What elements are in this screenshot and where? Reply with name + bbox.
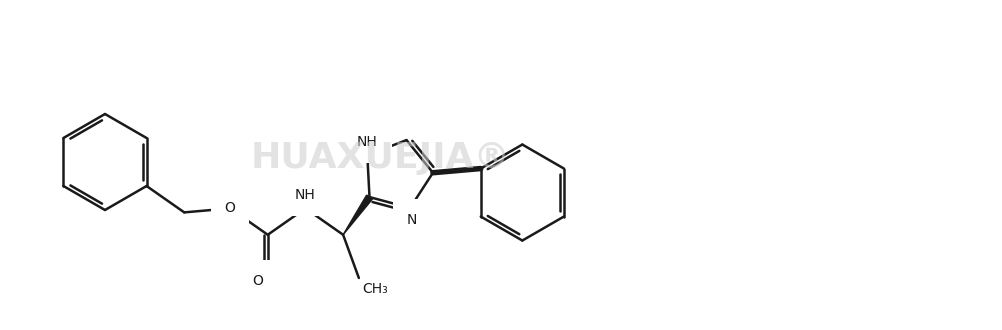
Text: N: N xyxy=(407,213,417,227)
Text: HUAXUEJIA®: HUAXUEJIA® xyxy=(250,141,511,176)
Text: CH₃: CH₃ xyxy=(362,282,388,296)
Polygon shape xyxy=(343,195,373,235)
Text: O: O xyxy=(252,274,263,288)
Text: O: O xyxy=(224,201,235,215)
Text: NH: NH xyxy=(295,188,316,202)
Text: NH: NH xyxy=(357,135,378,149)
